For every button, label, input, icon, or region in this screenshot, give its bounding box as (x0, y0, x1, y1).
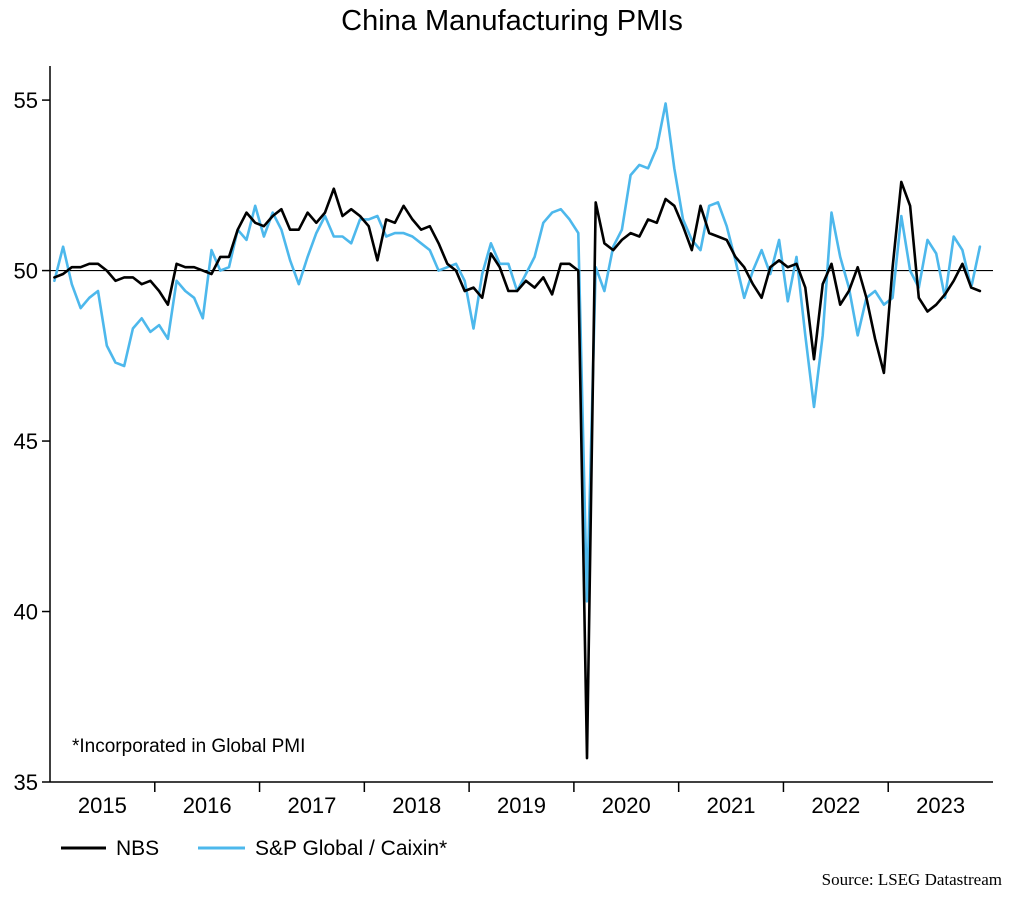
y-tick-label: 35 (14, 770, 38, 795)
series-line-nbs (53, 180, 982, 760)
y-axis-ticks: 35 40 45 50 55 (14, 88, 50, 795)
legend-label-caixin: S&P Global / Caixin* (255, 837, 447, 860)
legend: NBS S&P Global / Caixin* (61, 837, 447, 860)
chart-title: China Manufacturing PMIs (341, 5, 683, 37)
series-layer (53, 102, 982, 760)
x-tick-label: 2022 (811, 793, 860, 818)
x-tick-label: 2018 (392, 793, 441, 818)
x-tick-label: 2016 (183, 793, 232, 818)
x-tick-label: 2019 (497, 793, 546, 818)
chart-note: *Incorporated in Global PMI (72, 736, 305, 757)
y-tick-label: 45 (14, 429, 38, 454)
x-tick-label: 2017 (287, 793, 336, 818)
y-tick-label: 50 (14, 259, 38, 284)
x-axis-ticks: 2015 2016 2017 2018 2019 2020 2021 2022 2023 (78, 782, 965, 818)
y-tick-label: 55 (14, 88, 38, 113)
source-note: Source: LSEG Datastream (822, 870, 1002, 889)
x-tick-label: 2015 (78, 793, 127, 818)
x-tick-label: 2023 (916, 793, 965, 818)
x-tick-label: 2020 (602, 793, 651, 818)
series-line-caixin (53, 102, 982, 603)
x-tick-label: 2021 (707, 793, 756, 818)
legend-label-nbs: NBS (116, 837, 159, 860)
y-tick-label: 40 (14, 600, 38, 625)
